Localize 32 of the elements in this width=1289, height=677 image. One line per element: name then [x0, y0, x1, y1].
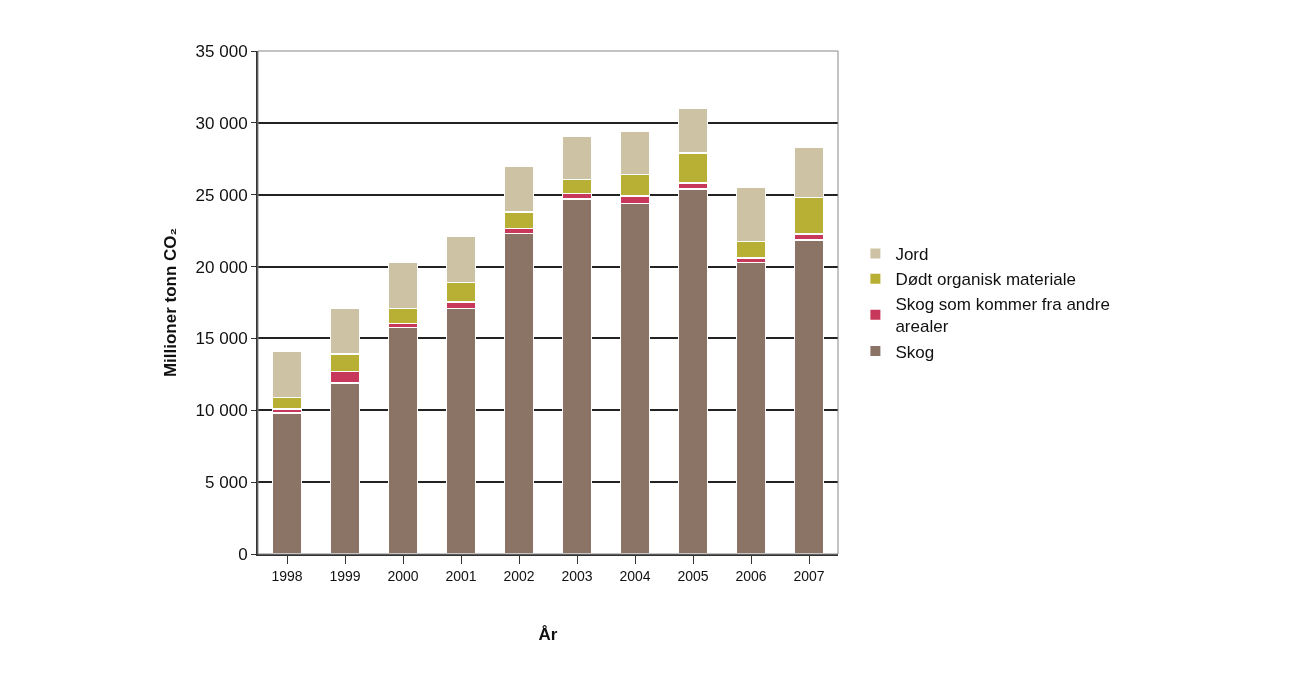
x-tick-label: 1999 — [329, 567, 361, 584]
bar — [445, 307, 477, 554]
y-tick-label: 35 000 — [195, 41, 248, 61]
y-tick-label: 20 000 — [195, 257, 248, 277]
bar — [271, 412, 303, 554]
y-tick-label: 10 000 — [195, 401, 248, 421]
bar — [793, 239, 825, 554]
x-tick-label: 2001 — [445, 567, 477, 584]
y-tick-label: 0 — [238, 544, 248, 564]
bar — [735, 261, 767, 554]
x-tick-label: 2007 — [793, 567, 825, 584]
x-tick-label: 2006 — [735, 567, 767, 584]
x-tick-label: 2005 — [677, 567, 709, 584]
bar — [677, 188, 709, 554]
x-tick-label: 2004 — [619, 567, 651, 584]
x-tick-label: 2003 — [561, 567, 593, 584]
bar — [503, 232, 535, 554]
legend-label: Skog som kommer fra andre arealer — [895, 295, 1110, 337]
y-axis-title: Millioner tonn CO₂ — [160, 227, 180, 378]
legend-label: Dødt organisk materiale — [895, 270, 1076, 290]
y-tick-label: 25 000 — [195, 185, 248, 205]
y-tick-label: 15 000 — [195, 329, 248, 349]
x-tick-label: 2000 — [387, 567, 419, 584]
bar — [387, 326, 419, 554]
legend-label: Skog — [895, 342, 935, 362]
y-tick-label: 5 000 — [205, 473, 248, 493]
legend-label: Jord — [895, 245, 929, 265]
y-tick-label: 30 000 — [195, 113, 248, 133]
bar — [561, 198, 593, 554]
x-axis-title: År — [538, 624, 558, 644]
x-tick-label: 1998 — [271, 567, 303, 584]
x-tick-label: 2002 — [503, 567, 535, 584]
